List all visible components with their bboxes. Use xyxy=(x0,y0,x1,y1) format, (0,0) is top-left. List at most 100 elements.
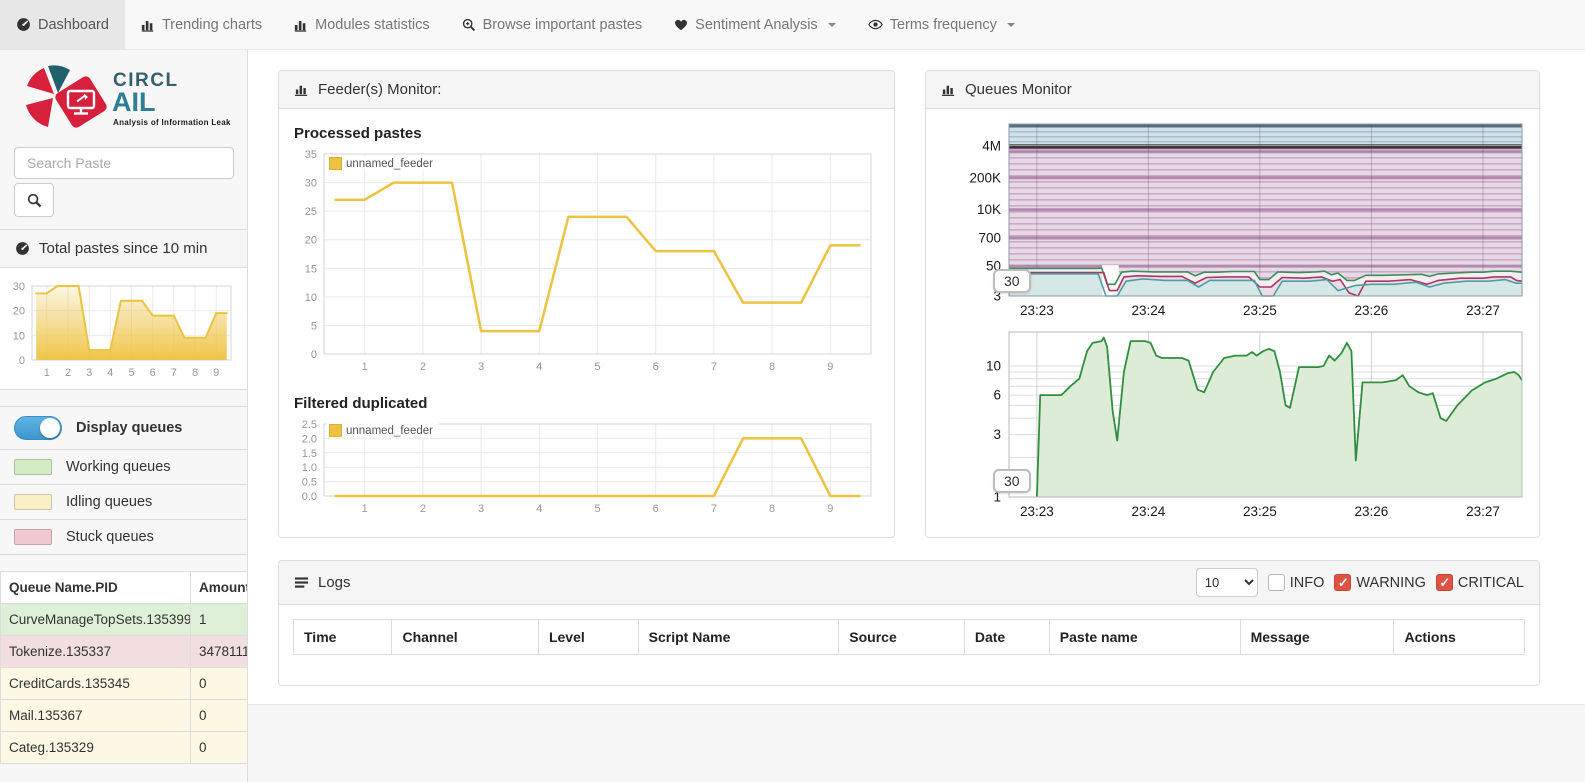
display-queues-row: Display queues xyxy=(0,406,247,449)
nav-label: Terms frequency xyxy=(889,16,997,33)
col-actions: Actions xyxy=(1393,619,1525,655)
col-channel: Channel xyxy=(391,619,539,655)
svg-text:CIRCL: CIRCL xyxy=(113,70,179,91)
warning-checkbox[interactable] xyxy=(1334,574,1352,591)
svg-text:5: 5 xyxy=(594,361,600,373)
processed-pastes-title: Processed pastes xyxy=(294,125,422,142)
nav-item-sentiment-analysis[interactable]: Sentiment Analysis xyxy=(658,0,852,49)
warning-label: WARNING xyxy=(1356,574,1426,591)
svg-text:6: 6 xyxy=(150,367,156,379)
bar-chart-icon xyxy=(294,82,309,97)
search-paste-input[interactable] xyxy=(14,147,234,179)
svg-text:3: 3 xyxy=(478,503,484,515)
display-queues-label: Display queues xyxy=(76,420,183,436)
bar-chart-icon xyxy=(294,18,308,32)
logs-table: Time Channel Level Script Name Source Da… xyxy=(292,619,1525,655)
search-icon xyxy=(27,193,42,208)
queue-row: CurveManageTopSets.135399 1 xyxy=(0,603,247,636)
nav-item-trending-charts[interactable]: Trending charts xyxy=(125,0,278,49)
svg-text:20: 20 xyxy=(305,235,317,247)
logo-pie-graphic xyxy=(25,65,70,127)
legend-series-label: unnamed_feeder xyxy=(346,424,433,437)
filter-warning: WARNING xyxy=(1334,574,1426,591)
queues-legend-group: Display queues Working queues Idling que… xyxy=(0,406,247,555)
svg-text:1.5: 1.5 xyxy=(302,448,317,460)
chevron-down-icon xyxy=(1006,22,1015,27)
svg-text:23:26: 23:26 xyxy=(1355,303,1389,318)
nav-label: Dashboard xyxy=(38,16,109,33)
total-pastes-sparkline-chart: 0 10 20 30 1 2 3 4 5 6 7 8 9 xyxy=(2,278,243,385)
display-queues-toggle[interactable] xyxy=(14,416,62,440)
svg-text:2.5: 2.5 xyxy=(302,419,317,431)
list-icon xyxy=(294,575,309,590)
info-checkbox[interactable] xyxy=(1267,574,1285,591)
svg-text:23:23: 23:23 xyxy=(1020,504,1054,519)
hover-value-badge: 30 xyxy=(993,469,1031,493)
svg-text:2: 2 xyxy=(65,367,71,379)
legend-idling-queues: Idling queues xyxy=(0,484,247,519)
svg-text:6: 6 xyxy=(653,503,659,515)
svg-text:23:25: 23:25 xyxy=(1243,303,1277,318)
logs-title: Logs xyxy=(318,574,351,591)
svg-text:0: 0 xyxy=(311,349,317,361)
svg-text:1: 1 xyxy=(362,503,368,515)
col-message: Message xyxy=(1239,619,1395,655)
heart-icon xyxy=(674,18,688,32)
svg-text:4: 4 xyxy=(536,361,542,373)
col-paste-name: Paste name xyxy=(1048,619,1241,655)
svg-text:30: 30 xyxy=(305,178,317,190)
circl-ail-logo: CIRCL AIL Analysis of Information Leaks xyxy=(17,64,235,137)
eye-icon xyxy=(867,17,883,32)
svg-text:2.0: 2.0 xyxy=(302,433,317,445)
svg-text:9: 9 xyxy=(827,361,833,373)
svg-text:5: 5 xyxy=(128,367,134,379)
filter-critical: CRITICAL xyxy=(1435,574,1524,591)
svg-text:23:24: 23:24 xyxy=(1132,303,1166,318)
queue-name: CurveManageTopSets.135399 xyxy=(0,603,191,636)
nav-item-dashboard[interactable]: Dashboard xyxy=(0,0,125,49)
bar-chart-icon xyxy=(941,82,956,97)
dashboard-icon xyxy=(16,17,31,32)
queue-name: Mail.135367 xyxy=(0,699,191,732)
nav-item-modules-statistics[interactable]: Modules statistics xyxy=(278,0,445,49)
search-plus-icon xyxy=(462,18,476,32)
idling-queues-swatch xyxy=(14,494,52,510)
logs-page-size-select[interactable]: 10 xyxy=(1195,568,1258,597)
queue-name: Categ.135329 xyxy=(0,731,191,764)
svg-text:1: 1 xyxy=(44,367,50,379)
col-script-name: Script Name xyxy=(637,619,840,655)
nav-item-terms-frequency[interactable]: Terms frequency xyxy=(852,0,1031,49)
working-queues-swatch xyxy=(14,459,52,475)
svg-text:AIL: AIL xyxy=(112,87,156,117)
svg-text:1.0: 1.0 xyxy=(302,462,317,474)
info-label: INFO xyxy=(1289,574,1325,591)
search-button[interactable] xyxy=(14,183,54,217)
svg-text:30: 30 xyxy=(13,281,25,293)
legend-label: Working queues xyxy=(66,459,171,475)
svg-text:6: 6 xyxy=(993,388,1001,403)
col-time: Time xyxy=(292,619,393,655)
critical-checkbox[interactable] xyxy=(1435,574,1453,591)
queues-monitor-header: Queues Monitor xyxy=(926,71,1539,109)
svg-text:9: 9 xyxy=(213,367,219,379)
col-source: Source xyxy=(838,619,965,655)
svg-text:1: 1 xyxy=(993,490,1001,505)
logs-table-header-row: Time Channel Level Script Name Source Da… xyxy=(292,619,1525,655)
queue-amount: 0 xyxy=(190,731,247,764)
queues-monitor-panel: Queues Monitor 3 50 700 10K 200K 4M 23:23 23:24… xyxy=(925,70,1540,538)
svg-text:9: 9 xyxy=(827,503,833,515)
queue-table-header-row: Queue Name.PID Amount xyxy=(0,571,247,604)
svg-text:23:27: 23:27 xyxy=(1466,504,1500,519)
total-pastes-title: Total pastes since 10 min xyxy=(39,240,208,257)
svg-text:8: 8 xyxy=(192,367,198,379)
nav-item-browse-important-pastes[interactable]: Browse important pastes xyxy=(446,0,659,49)
queues-monitor-title: Queues Monitor xyxy=(965,81,1072,98)
svg-text:2: 2 xyxy=(420,361,426,373)
legend-label: Stuck queues xyxy=(66,529,154,545)
svg-text:4M: 4M xyxy=(982,138,1001,153)
svg-text:7: 7 xyxy=(711,503,717,515)
nav-label: Browse important pastes xyxy=(482,16,643,33)
top-navbar: Dashboard Trending charts Modules statis… xyxy=(0,0,1585,50)
logs-header: Logs 10 INFO WARNING xyxy=(279,561,1539,605)
svg-text:3: 3 xyxy=(993,427,1001,442)
